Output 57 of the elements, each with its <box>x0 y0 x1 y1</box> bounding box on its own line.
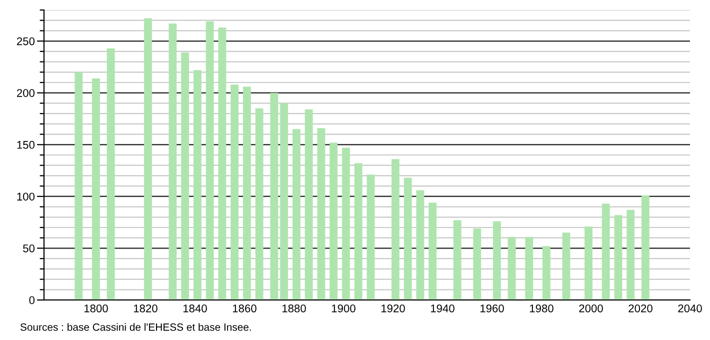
bar <box>542 246 550 300</box>
bar <box>354 163 362 300</box>
x-tick-label: 1800 <box>84 304 108 312</box>
bar <box>243 86 251 300</box>
bar <box>508 236 516 300</box>
y-tick-label: 200 <box>16 89 35 97</box>
x-tick-label: 1860 <box>232 304 256 312</box>
x-tick-label: 1960 <box>480 304 504 312</box>
bar <box>614 215 622 300</box>
bar <box>144 18 152 300</box>
bar <box>602 204 610 300</box>
bar <box>181 52 190 300</box>
bar <box>304 109 313 300</box>
bar <box>292 129 300 300</box>
y-tick-label: 0 <box>29 296 35 304</box>
bar <box>428 202 437 300</box>
source-note: Sources : base Cassini de l'EHESS et base Insee. <box>20 323 251 331</box>
x-tick-label: 1980 <box>530 304 554 312</box>
bar <box>366 174 375 300</box>
bar <box>626 210 635 300</box>
bar <box>280 103 288 300</box>
x-tick-label: 2000 <box>579 304 603 312</box>
bar <box>218 28 226 300</box>
bar <box>525 236 534 300</box>
bar <box>206 21 214 300</box>
y-tick-label: 100 <box>17 192 35 201</box>
x-tick-label: 2020 <box>628 304 652 312</box>
x-tick-label: 1920 <box>381 304 405 312</box>
bar <box>562 232 570 300</box>
x-tick-label: 1820 <box>134 304 158 312</box>
bar <box>641 195 650 300</box>
bar <box>342 148 350 300</box>
x-tick-label: 1880 <box>282 304 306 312</box>
bar <box>255 108 264 300</box>
bar <box>473 228 482 300</box>
x-tick-label: 1840 <box>183 304 207 312</box>
bar <box>453 220 462 300</box>
bar <box>392 159 400 300</box>
bar <box>330 142 338 300</box>
x-tick-label: 2040 <box>678 304 702 312</box>
bar <box>106 48 115 300</box>
y-tick-label: 150 <box>17 140 35 149</box>
y-tick-label: 50 <box>23 244 35 252</box>
bar <box>168 23 177 300</box>
bar <box>492 221 501 300</box>
bar <box>317 128 326 300</box>
bar <box>92 78 100 300</box>
bar <box>230 84 239 300</box>
bar <box>74 72 83 300</box>
x-tick-label: 1940 <box>430 304 454 312</box>
bar <box>193 70 202 300</box>
x-tick-label: 1900 <box>332 304 356 312</box>
y-tick-label: 250 <box>16 37 35 46</box>
bar <box>270 92 278 300</box>
bar <box>584 226 592 300</box>
bar <box>416 190 424 300</box>
bar <box>404 178 412 300</box>
